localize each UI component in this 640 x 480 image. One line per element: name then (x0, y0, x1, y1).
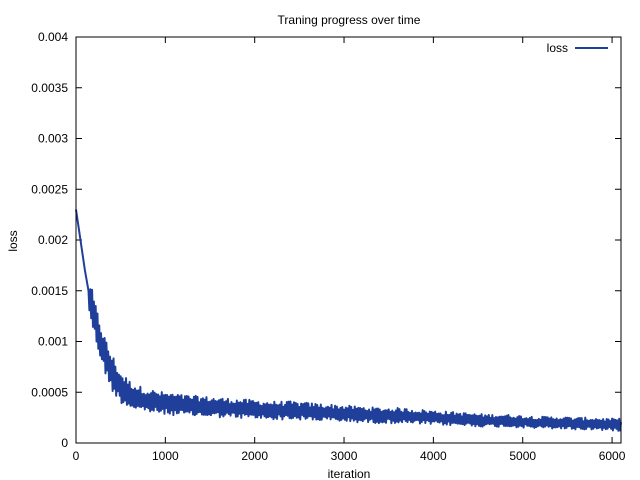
legend-label: loss (547, 41, 568, 55)
y-tick-label: 0.0015 (31, 284, 68, 298)
x-tick-label: 0 (73, 449, 80, 463)
legend: loss (547, 41, 608, 55)
x-axis-ticks: 0 1000 2000 3000 4000 5000 6000 (73, 37, 626, 463)
y-tick-label: 0.0035 (31, 81, 68, 95)
y-axis-label: loss (6, 230, 20, 251)
y-tick-label: 0.0005 (31, 385, 68, 399)
x-tick-label: 5000 (509, 449, 536, 463)
chart-title: Traning progress over time (278, 13, 421, 27)
x-tick-label: 4000 (420, 449, 447, 463)
y-tick-label: 0.003 (38, 132, 68, 146)
x-tick-label: 3000 (331, 449, 358, 463)
x-tick-label: 6000 (599, 449, 626, 463)
plot-frame (75, 36, 622, 444)
x-tick-label: 2000 (241, 449, 268, 463)
y-tick-label: 0 (61, 436, 68, 450)
y-tick-label: 0.002 (38, 233, 68, 247)
series-lines (75, 209, 622, 432)
y-tick-label: 0.0025 (31, 182, 68, 196)
y-tick-label: 0.004 (38, 30, 68, 44)
y-tick-label: 0.001 (38, 335, 68, 349)
x-tick-label: 1000 (152, 449, 179, 463)
x-axis-label: iteration (328, 467, 371, 480)
series-line-loss (75, 209, 622, 432)
y-axis-ticks: 0 0.0005 0.001 0.0015 0.002 0.0025 0.003 0.0035… (31, 30, 621, 450)
